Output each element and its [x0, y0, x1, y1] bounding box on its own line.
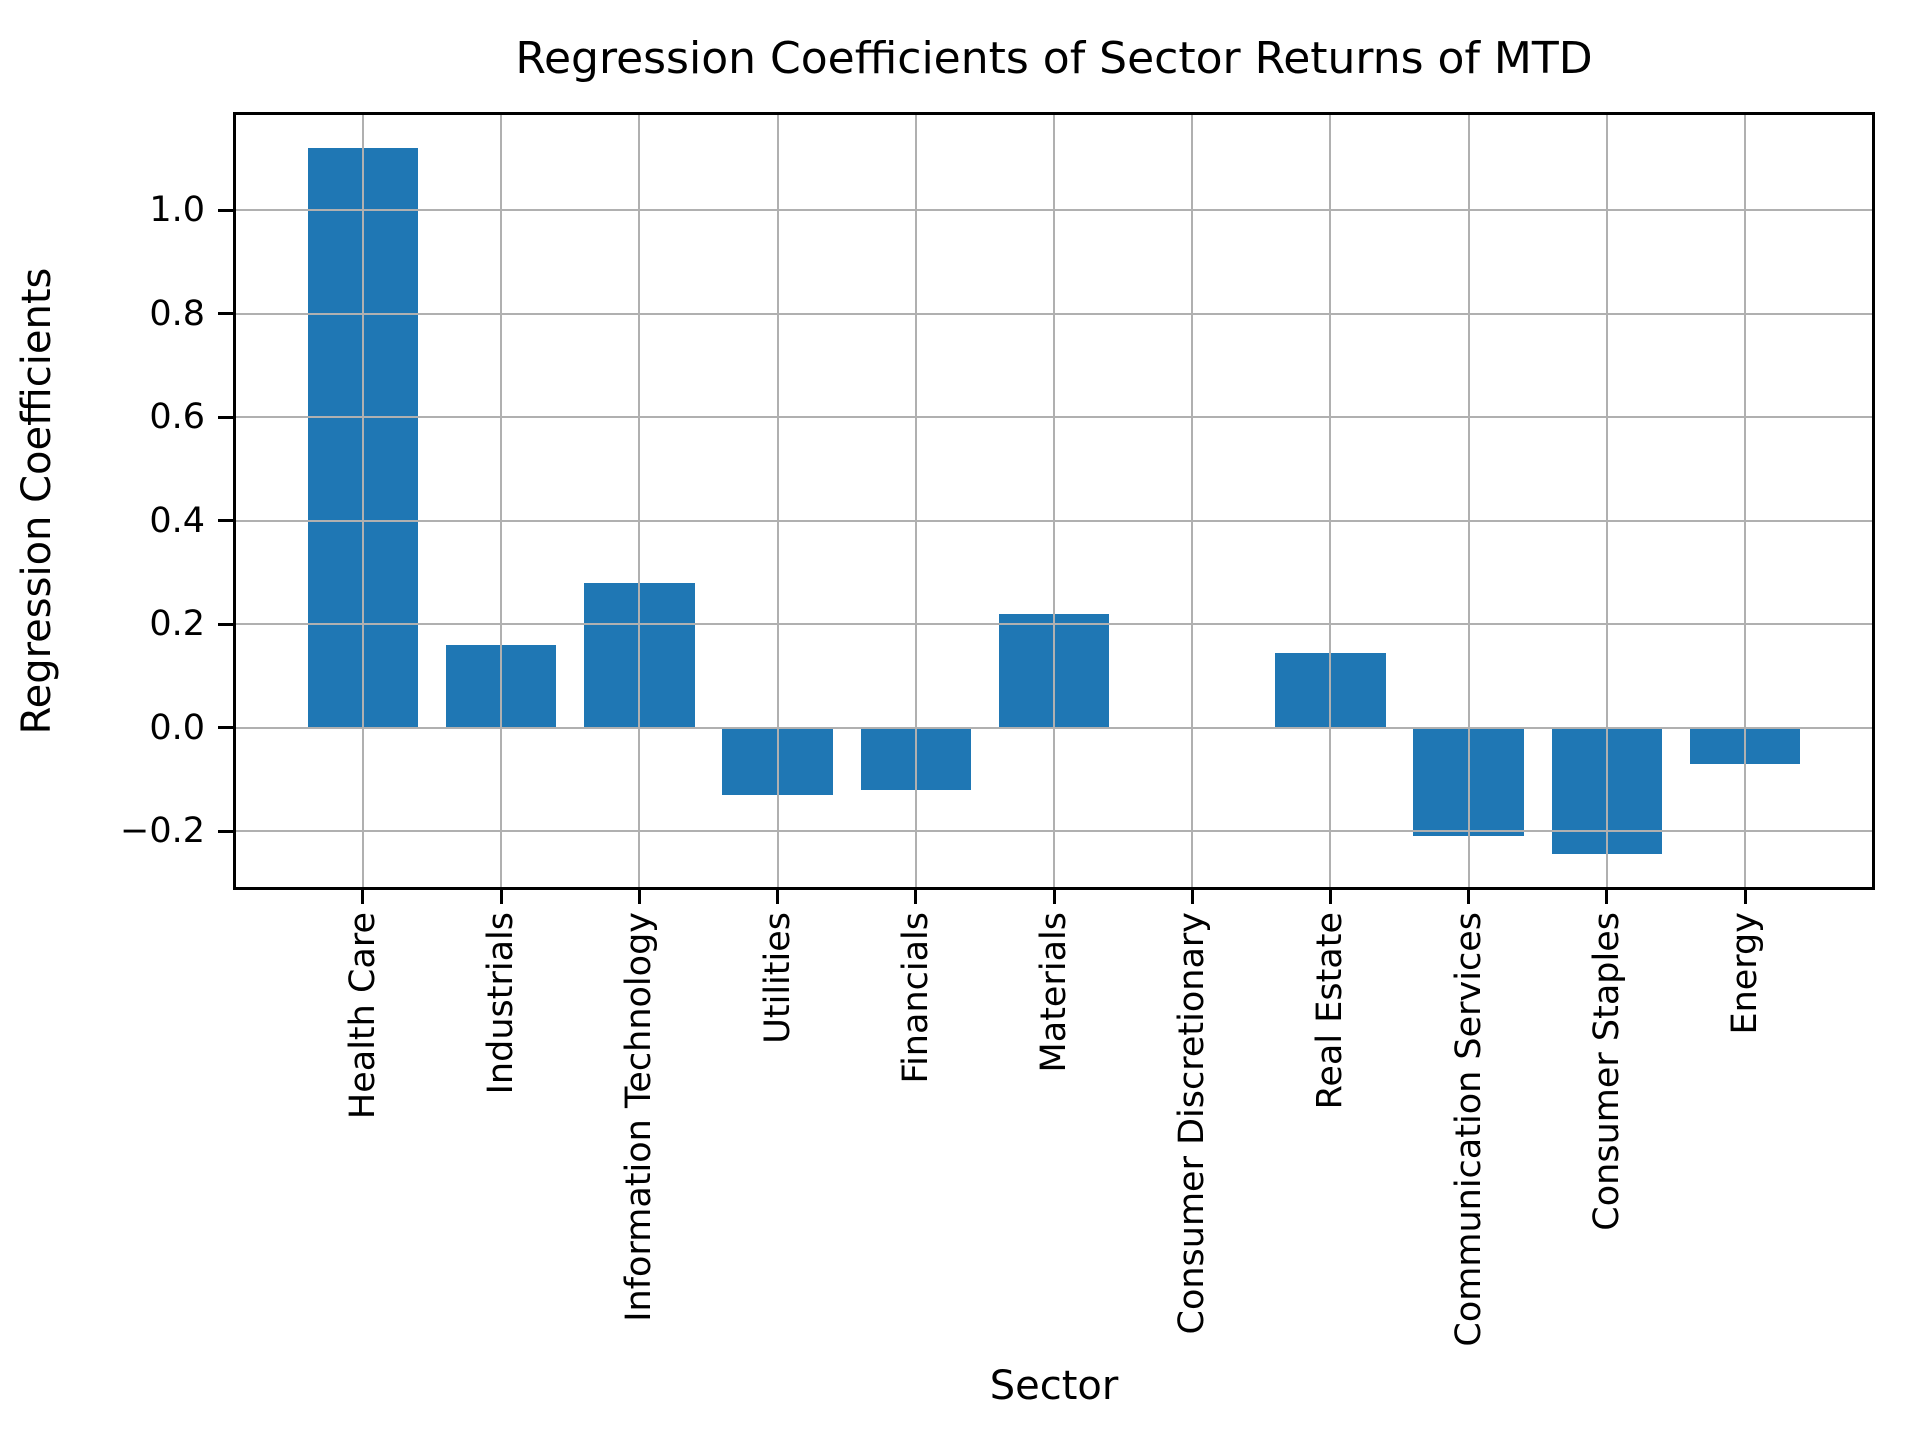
y-tick-label: 0.6: [149, 397, 205, 438]
y-tick-label: 1.0: [149, 190, 205, 231]
y-tick-mark: [218, 312, 233, 316]
y-tick-label: 0.4: [149, 500, 205, 541]
x-tick-mark: [1605, 890, 1609, 904]
y-tick-label: 0.0: [149, 707, 205, 748]
x-tick-mark: [1190, 890, 1194, 904]
x-tick-label-consumer-discretionary: Consumer Discretionary: [1172, 912, 1213, 1335]
y-tick-mark: [218, 519, 233, 523]
v-gridline: [361, 112, 364, 890]
x-tick-label-information-technology: Information Technology: [619, 912, 660, 1322]
v-gridline: [776, 112, 779, 890]
v-gridline: [1329, 112, 1332, 890]
x-tick-label-financials: Financials: [895, 912, 936, 1084]
chart-title: Regression Coefficients of Sector Return…: [515, 33, 1593, 84]
x-tick-mark: [361, 890, 365, 904]
x-tick-mark: [637, 890, 641, 904]
x-tick-label-energy: Energy: [1725, 912, 1766, 1035]
x-tick-label-health-care: Health Care: [342, 912, 383, 1120]
v-gridline: [500, 112, 503, 890]
x-tick-mark: [914, 890, 918, 904]
y-tick-label: −0.2: [120, 811, 205, 851]
y-tick-label: 0.8: [149, 293, 205, 334]
v-gridline: [1053, 112, 1055, 890]
x-tick-mark: [1328, 890, 1332, 904]
y-tick-mark: [218, 415, 233, 419]
x-tick-label-real-estate: Real Estate: [1310, 912, 1351, 1110]
y-tick-mark: [218, 726, 233, 730]
x-tick-label-utilities: Utilities: [757, 912, 798, 1044]
y-tick-label: 0.2: [149, 604, 205, 645]
x-tick-mark: [1052, 890, 1056, 904]
v-gridline: [1605, 112, 1608, 890]
x-tick-mark: [1467, 890, 1471, 904]
v-gridline: [638, 112, 641, 890]
v-gridline: [914, 112, 917, 890]
x-axis-label: Sector: [989, 1363, 1119, 1409]
v-gridline: [1467, 112, 1470, 890]
x-tick-label-consumer-staples: Consumer Staples: [1586, 912, 1627, 1231]
v-gridline: [1744, 112, 1747, 890]
x-tick-label-industrials: Industrials: [481, 912, 522, 1095]
x-tick-mark: [499, 890, 503, 904]
y-tick-mark: [218, 622, 233, 626]
x-tick-mark: [776, 890, 780, 904]
plot-frame: [233, 112, 1875, 890]
x-tick-mark: [1743, 890, 1747, 904]
x-tick-label-materials: Materials: [1034, 912, 1074, 1073]
x-tick-label-communication-services: Communication Services: [1448, 912, 1489, 1347]
v-gridline: [1191, 112, 1194, 890]
y-tick-mark: [218, 829, 233, 833]
y-tick-mark: [218, 208, 233, 212]
